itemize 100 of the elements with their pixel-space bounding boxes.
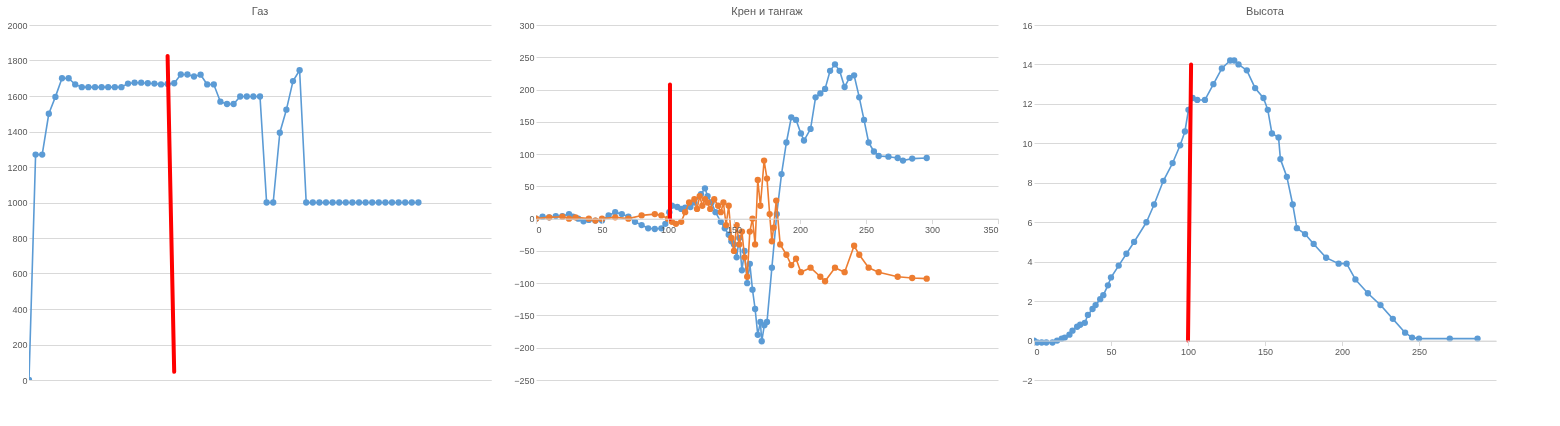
point: [336, 199, 343, 206]
point: [210, 81, 217, 88]
y-tick-label: 1200: [7, 162, 28, 173]
x-tick-label: 50: [1106, 347, 1117, 358]
y-tick-label: 0: [22, 375, 28, 386]
y-tick-label: −50: [519, 246, 535, 257]
point: [131, 79, 138, 86]
y-tick-label: −200: [514, 343, 535, 354]
point: [256, 93, 264, 100]
point: [283, 106, 290, 113]
point: [85, 83, 92, 91]
y-tick-label: 800: [12, 233, 28, 244]
y-tick-label: −150: [514, 310, 535, 321]
point: [184, 71, 191, 78]
point: [223, 100, 231, 108]
y-tick-label: 300: [519, 20, 535, 31]
x-tick-label: 250: [1411, 347, 1428, 358]
y-tick-label: 250: [519, 52, 535, 63]
point: [52, 93, 59, 101]
point: [32, 151, 39, 158]
y-tick-label: 1000: [7, 198, 28, 208]
y-tick-label: −2: [1022, 375, 1033, 386]
point: [237, 93, 244, 100]
x-tick-label: 150: [1257, 347, 1274, 358]
y-tick-label: 200: [519, 85, 535, 96]
point: [91, 83, 99, 91]
point: [303, 199, 310, 206]
x-tick-label: 100: [1180, 347, 1197, 358]
point: [197, 71, 204, 78]
point: [388, 199, 396, 206]
x-tick-label: 300: [924, 225, 941, 236]
point: [408, 199, 415, 206]
y-tick-label: 2000: [7, 20, 28, 31]
point: [349, 199, 356, 206]
point: [382, 199, 389, 206]
point: [395, 199, 402, 206]
point: [362, 199, 369, 206]
x-tick-label: 200: [792, 225, 809, 236]
y-tick-label: 14: [1022, 59, 1033, 70]
y-tick-label: 100: [519, 149, 535, 160]
x-tick-label: 150: [726, 225, 743, 236]
point: [138, 79, 145, 86]
y-tick-label: 150: [519, 117, 535, 128]
point: [250, 93, 257, 100]
point: [276, 129, 283, 136]
point: [316, 199, 323, 206]
point: [322, 199, 330, 206]
y-tick-label: 0: [1027, 336, 1033, 347]
point: [243, 93, 250, 100]
point: [402, 199, 409, 206]
point: [171, 80, 178, 87]
x-tick-label: 250: [858, 225, 875, 236]
y-tick-label: 1600: [7, 91, 28, 102]
point: [270, 199, 277, 206]
point: [355, 199, 363, 206]
point: [124, 80, 132, 87]
y-tick-label: 10: [1022, 138, 1033, 149]
point: [151, 80, 158, 87]
x-tick-label: 200: [1334, 347, 1351, 358]
point: [289, 77, 297, 85]
point: [72, 81, 79, 88]
point: [415, 199, 422, 206]
x-tick-label: 100: [660, 225, 677, 236]
point: [217, 98, 224, 105]
point: [144, 80, 151, 87]
y-tick-label: 4: [1027, 257, 1033, 268]
y-tick-label: 12: [1022, 99, 1033, 110]
point: [342, 199, 349, 206]
point: [105, 83, 112, 91]
chart-title: Крен и тангаж: [731, 5, 804, 17]
point: [65, 75, 72, 82]
y-tick-label: −250: [514, 375, 535, 386]
point: [369, 199, 376, 206]
point: [157, 81, 165, 88]
point: [204, 81, 211, 88]
y-tick-label: 0: [529, 214, 535, 225]
point: [111, 83, 118, 91]
point: [39, 151, 46, 158]
point: [78, 83, 85, 91]
x-tick-label: 50: [597, 225, 608, 236]
point: [118, 83, 125, 91]
y-tick-label: 200: [12, 340, 28, 350]
point: [190, 73, 198, 80]
point: [309, 199, 316, 206]
chart-title: Газ: [251, 5, 269, 17]
y-tick-label: −100: [514, 278, 535, 289]
x-tick-label: 0: [536, 225, 542, 236]
y-tick-label: 2: [1027, 296, 1033, 307]
point: [230, 100, 237, 108]
point: [98, 83, 105, 91]
y-tick-label: 1800: [7, 56, 28, 66]
y-tick-label: 400: [12, 304, 28, 315]
point: [45, 110, 52, 117]
point: [263, 199, 270, 206]
point: [58, 75, 66, 82]
point: [375, 199, 382, 206]
point: [296, 67, 303, 74]
x-tick-label: 350: [983, 225, 999, 236]
point: [177, 71, 184, 78]
point: [329, 199, 336, 206]
